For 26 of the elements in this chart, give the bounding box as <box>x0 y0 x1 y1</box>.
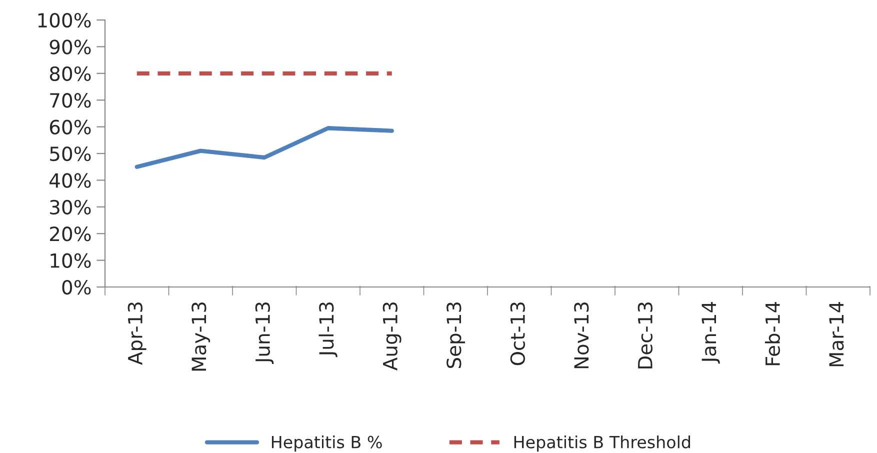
legend-label: Hepatitis B % <box>272 436 382 452</box>
y-tick-label: 50% <box>50 146 91 162</box>
line-series <box>134 126 394 169</box>
x-tick-label: May-13 <box>192 302 210 371</box>
x-tick-label: Jan-14 <box>702 302 720 364</box>
y-tick-label: 90% <box>50 40 91 54</box>
y-tick-label: 80% <box>50 66 91 82</box>
x-tick-label: Apr-13 <box>128 302 146 365</box>
y-tick-label: 30% <box>50 200 91 215</box>
x-tick-label: Jul-13 <box>318 302 338 358</box>
y-tick-label: 20% <box>50 226 91 242</box>
x-tick-label: Jun-13 <box>255 302 274 364</box>
y-tick-label: 60% <box>50 120 91 134</box>
x-tick-label: Sep-13 <box>446 302 466 368</box>
x-tick-label: Feb-14 <box>764 302 780 366</box>
y-tick-label: 100% <box>38 12 91 28</box>
x-tick-label: Dec-13 <box>638 302 653 368</box>
y-tick-label: 10% <box>50 253 91 268</box>
y-tick-label: 0% <box>62 280 91 295</box>
x-tick-label: Mar-14 <box>829 302 844 366</box>
x-tick-label: Nov-13 <box>574 302 589 368</box>
x-tick-label: Aug-13 <box>382 302 402 370</box>
legend-label: Hepatitis B Threshold <box>514 436 690 452</box>
y-tick-label: 40% <box>50 173 91 188</box>
y-tick-label: 70% <box>50 93 91 108</box>
x-tick-label: Oct-13 <box>510 302 526 366</box>
